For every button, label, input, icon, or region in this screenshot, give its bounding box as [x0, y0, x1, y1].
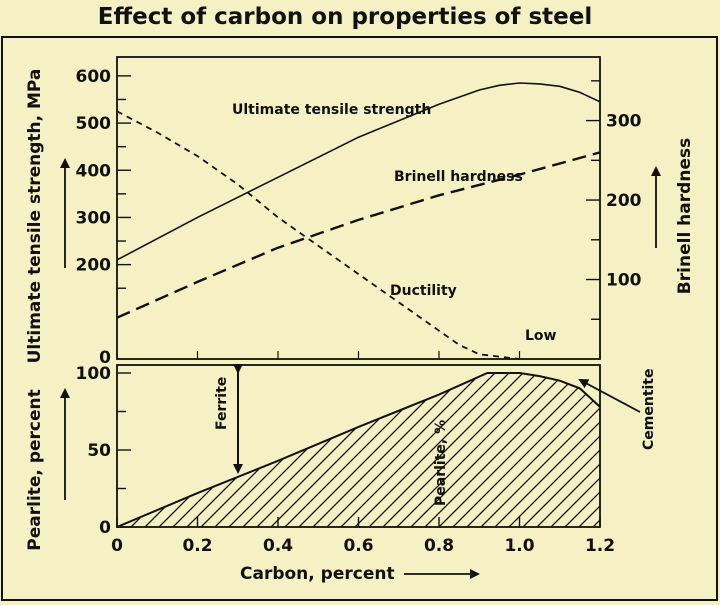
y-axis-title-pearlite: Pearlite, percent — [25, 389, 45, 550]
pearlite-axis-tick-label: 0 — [99, 518, 111, 538]
pearlite-axis-tick-label: 100 — [76, 364, 112, 384]
hatch-line — [172, 373, 339, 527]
hatch-line — [649, 362, 720, 527]
left-axis-tick-label: 400 — [76, 161, 112, 181]
hatch-line — [396, 373, 563, 527]
hatch-line — [117, 373, 283, 527]
hatch-line — [368, 373, 535, 527]
hatch-line — [117, 373, 227, 527]
x-axis-tick-label: 0.2 — [182, 536, 212, 556]
hatch-line — [677, 362, 720, 527]
left-axis-tick-label: 200 — [76, 256, 112, 276]
hatch-line — [410, 373, 577, 527]
hatch-line — [214, 373, 381, 527]
label-cementite: Cementite — [641, 369, 657, 451]
hatch-line — [466, 373, 600, 527]
lower-plot-frame — [116, 364, 601, 528]
hatch-line — [564, 373, 600, 527]
label-brinell-hardness: Brinell hardness — [394, 169, 523, 185]
label-low: Low — [525, 328, 557, 344]
x-axis-tick-label: 0 — [111, 536, 123, 556]
hatch-line — [480, 373, 600, 527]
hatch-line — [438, 373, 600, 527]
hatch-line — [607, 362, 720, 527]
y2-axis-title-brinell: Brinell hardness — [675, 138, 695, 294]
left-axis-tick-label: 500 — [76, 114, 112, 134]
hatch-line — [382, 373, 549, 527]
x-axis-tick-label: 0.4 — [263, 536, 293, 556]
hatch-line — [550, 373, 600, 527]
series-line-ductility — [116, 110, 520, 360]
hatch-line — [536, 373, 600, 527]
hatch-line — [312, 373, 479, 527]
hatch-line — [340, 373, 507, 527]
hatch-line — [621, 362, 720, 527]
hatch-line — [522, 373, 600, 527]
hatch-line — [354, 373, 521, 527]
y-axis-title-tensile: Ultimate tensile strength, MPa — [25, 69, 45, 364]
label-ultimate-tensile-strength: Ultimate tensile strength — [232, 102, 431, 118]
right-axis-tick-label: 300 — [606, 112, 642, 132]
x-axis-ticks: 0 0.2 0.4 0.6 0.8 1.0 1.2 — [111, 351, 615, 556]
hatch-line — [158, 373, 325, 527]
hatch-line — [284, 373, 451, 527]
hatch-line — [117, 373, 157, 527]
x-axis-tick-label: 1.0 — [504, 536, 534, 556]
hatch-line — [326, 373, 493, 527]
hatch-line — [424, 373, 591, 527]
series-line-pearlite — [116, 372, 601, 528]
left-axis-tick-label: 300 — [76, 208, 112, 228]
hatch-line — [242, 373, 409, 527]
left-axis-lower-ticks: 0 50 100 — [76, 364, 131, 538]
left-axis-tick-label: 0 — [99, 348, 111, 368]
hatch-line — [117, 373, 143, 527]
hatch-line — [691, 362, 720, 527]
hatch-line — [494, 373, 600, 527]
hatch-line — [228, 373, 395, 527]
label-ferrite: Ferrite — [214, 377, 230, 430]
hatch-line — [663, 362, 720, 527]
pearlite-axis-tick-label: 50 — [87, 441, 111, 461]
figure-frame — [1, 36, 718, 601]
x-axis-title: Carbon, percent — [240, 564, 395, 584]
chart-title: Effect of carbon on properties of steel — [98, 4, 593, 30]
x-axis-tick-label: 0.8 — [424, 536, 454, 556]
label-ductility: Ductility — [390, 283, 457, 299]
right-axis-tick-label: 100 — [606, 271, 642, 291]
left-axis-tick-label: 600 — [76, 67, 112, 87]
hatch-line — [186, 373, 353, 527]
x-axis-tick-label: 1.2 — [585, 536, 615, 556]
series-line-ultimate-tensile-strength — [116, 82, 601, 261]
hatch-line — [270, 373, 437, 527]
hatch-line — [256, 373, 423, 527]
right-axis-upper-ticks: 100 200 300 — [586, 80, 642, 320]
x-axis-tick-label: 0.6 — [343, 536, 373, 556]
cementite-arrow — [578, 379, 641, 413]
label-pearlite-percent: Pearlite, % — [433, 420, 449, 506]
right-axis-tick-label: 200 — [606, 191, 642, 211]
hatch-line — [117, 373, 269, 527]
hatch-line — [508, 373, 600, 527]
left-axis-upper-ticks: 0 200 300 400 500 600 — [76, 67, 131, 368]
hatch-line — [117, 373, 213, 527]
series-line-brinell-hardness — [116, 151, 601, 319]
